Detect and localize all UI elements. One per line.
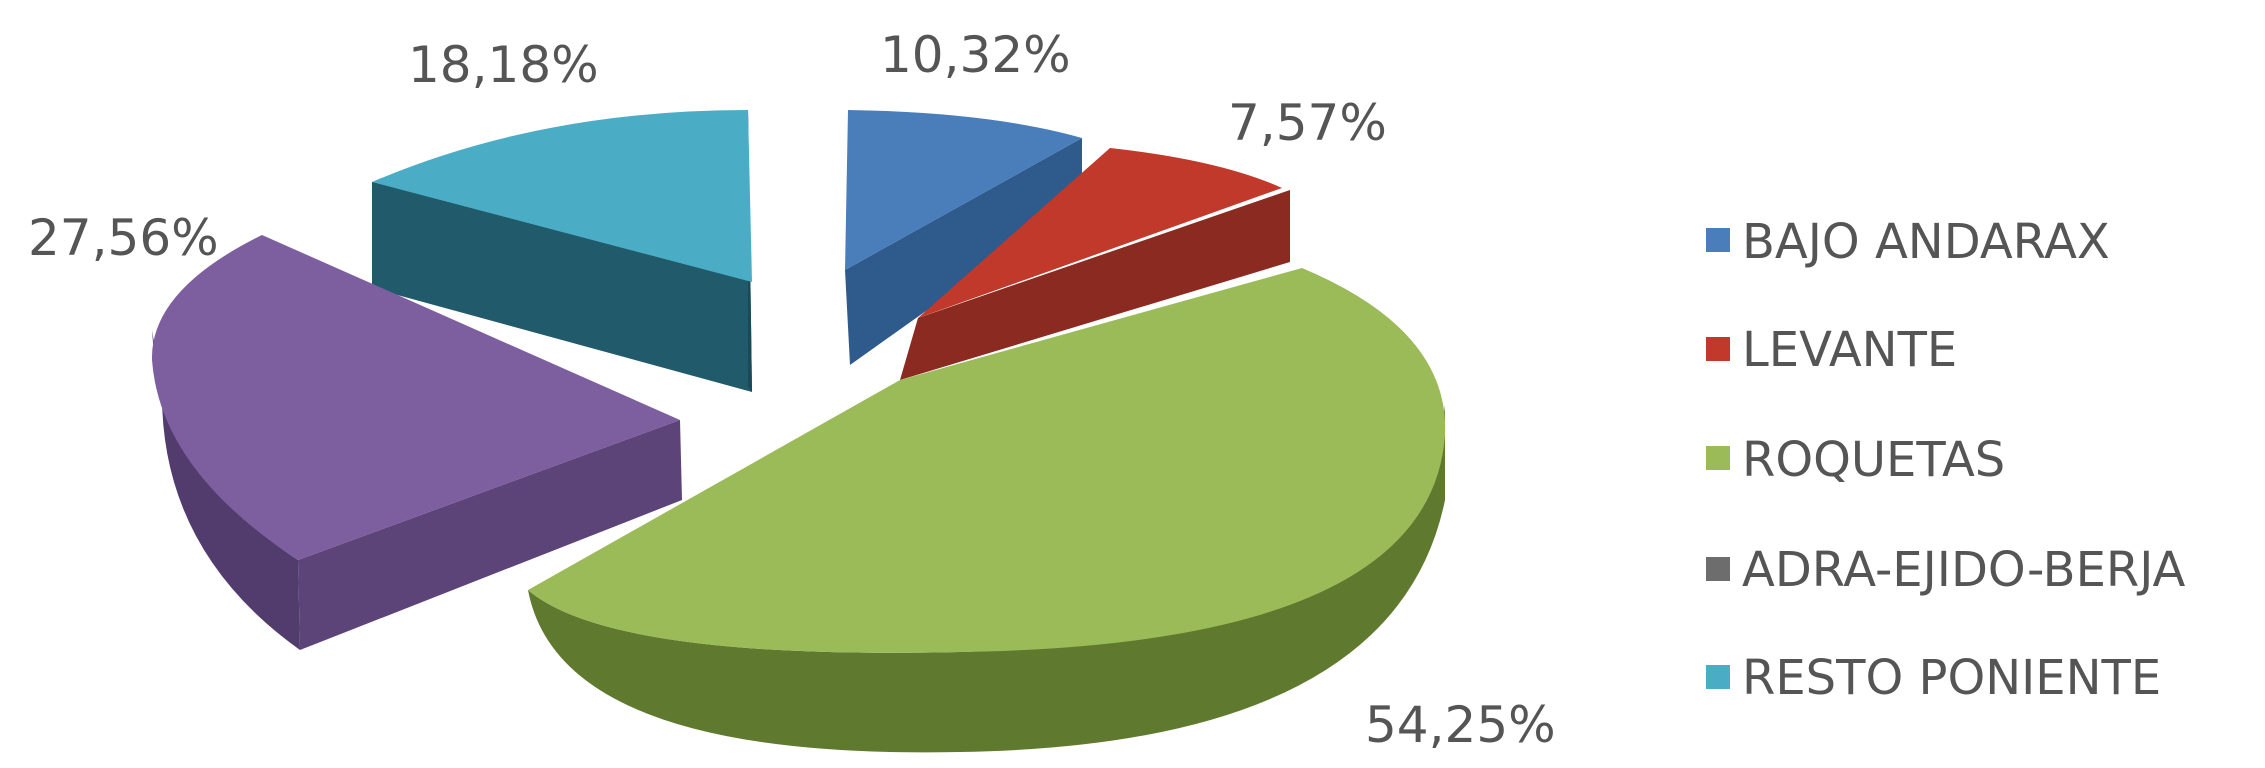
- legend: BAJO ANDARAX LEVANTE ROQUETAS ADRA-EJIDO…: [1706, 214, 2186, 706]
- slice-levante: [900, 148, 1290, 380]
- data-label-adra-ejido-berja: 27,56%: [28, 209, 219, 267]
- legend-item-bajo-andarax: BAJO ANDARAX: [1706, 214, 2110, 270]
- legend-label-bajo-andarax: BAJO ANDARAX: [1742, 214, 2110, 270]
- legend-item-roquetas: ROQUETAS: [1706, 432, 2005, 488]
- slice-roquetas: [528, 268, 1446, 753]
- legend-item-levante: LEVANTE: [1706, 322, 1957, 378]
- data-label-bajo-andarax: 10,32%: [880, 26, 1071, 84]
- legend-marker-resto-poniente: [1706, 665, 1730, 689]
- data-label-levante: 7,57%: [1228, 94, 1387, 152]
- data-label-resto-poniente: 18,18%: [408, 36, 599, 94]
- legend-item-adra-ejido-berja: ADRA-EJIDO-BERJA: [1706, 542, 2186, 598]
- legend-item-resto-poniente: RESTO PONIENTE: [1706, 650, 2161, 706]
- slice-bajo-andarax-top: [845, 110, 1082, 270]
- legend-label-resto-poniente: RESTO PONIENTE: [1742, 650, 2161, 706]
- slice-adra-ejido-berja-side: [152, 330, 300, 650]
- data-label-roquetas: 54,25%: [1365, 696, 1556, 754]
- slice-bajo-andarax: [845, 110, 1082, 365]
- slice-levante-side: [900, 190, 1290, 380]
- slice-resto-poniente-top: [372, 110, 752, 282]
- legend-marker-levante: [1706, 337, 1730, 361]
- slice-roquetas-top: [528, 268, 1446, 653]
- legend-label-roquetas: ROQUETAS: [1742, 432, 2005, 488]
- slice-bajo-andarax-side: [845, 138, 1082, 365]
- slice-adra-ejido-berja: [151, 235, 682, 650]
- slice-resto-poniente: [372, 110, 752, 392]
- legend-marker-roquetas: [1706, 446, 1730, 470]
- legend-marker-adra-ejido-berja: [1706, 557, 1730, 581]
- slice-roquetas-side: [528, 405, 1445, 753]
- legend-label-levante: LEVANTE: [1742, 322, 1957, 378]
- slice-adra-ejido-berja-top: [151, 235, 680, 560]
- legend-marker-bajo-andarax: [1706, 228, 1730, 252]
- slice-levante-top: [918, 148, 1282, 318]
- legend-label-adra-ejido-berja: ADRA-EJIDO-BERJA: [1742, 542, 2186, 598]
- slice-adra-ejido-berja-side-2: [298, 420, 682, 650]
